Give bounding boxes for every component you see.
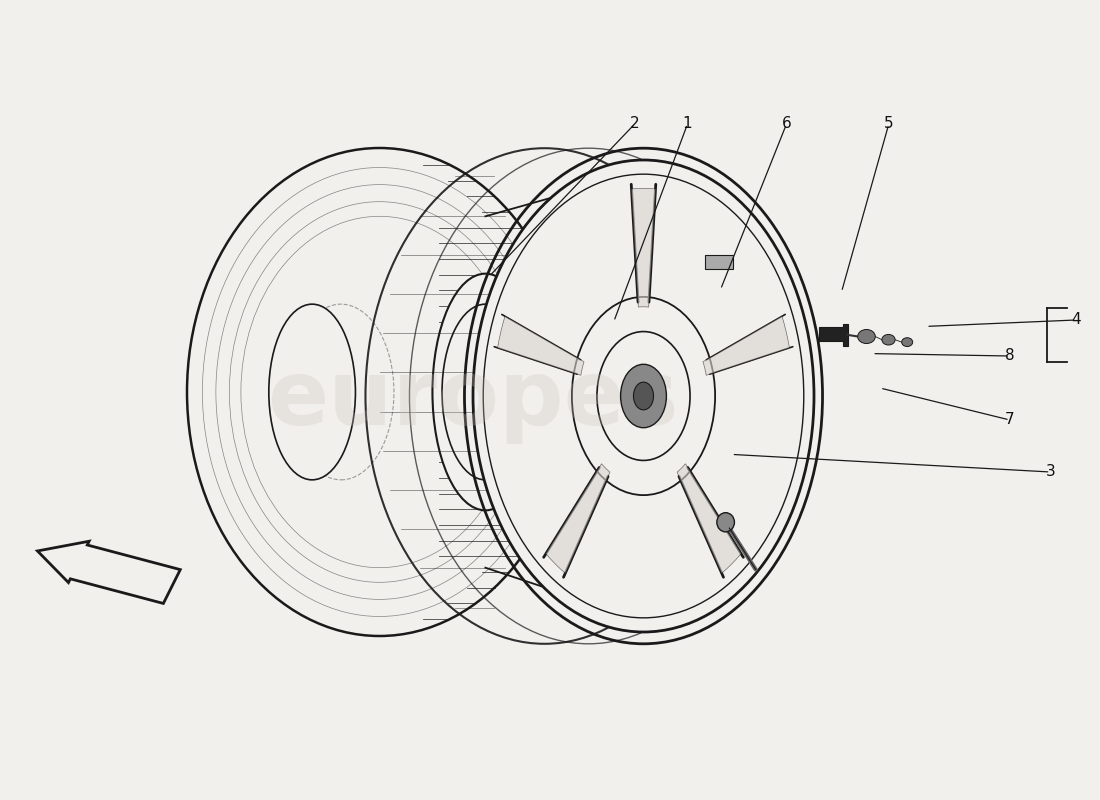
- Ellipse shape: [902, 338, 913, 346]
- Ellipse shape: [597, 331, 690, 461]
- Polygon shape: [497, 316, 584, 375]
- Text: 1: 1: [683, 117, 692, 131]
- Ellipse shape: [268, 304, 355, 480]
- Ellipse shape: [572, 297, 715, 495]
- Text: 6: 6: [782, 117, 791, 131]
- Polygon shape: [820, 324, 848, 346]
- Ellipse shape: [882, 334, 895, 345]
- Polygon shape: [705, 255, 734, 270]
- Text: 8: 8: [1005, 349, 1014, 363]
- Polygon shape: [37, 542, 180, 603]
- Ellipse shape: [473, 160, 814, 632]
- Text: europes: europes: [267, 356, 679, 444]
- Ellipse shape: [634, 382, 653, 410]
- Polygon shape: [631, 188, 656, 307]
- Text: 7: 7: [1005, 413, 1014, 427]
- Ellipse shape: [858, 330, 876, 343]
- Text: 2: 2: [630, 117, 639, 131]
- Ellipse shape: [442, 304, 529, 480]
- Text: 3: 3: [1046, 465, 1055, 479]
- Text: 4: 4: [1071, 313, 1080, 327]
- Ellipse shape: [717, 513, 735, 532]
- Ellipse shape: [620, 364, 667, 428]
- Polygon shape: [546, 464, 609, 574]
- Text: 5: 5: [884, 117, 893, 131]
- Polygon shape: [678, 464, 741, 574]
- Ellipse shape: [432, 274, 538, 510]
- Polygon shape: [703, 316, 790, 375]
